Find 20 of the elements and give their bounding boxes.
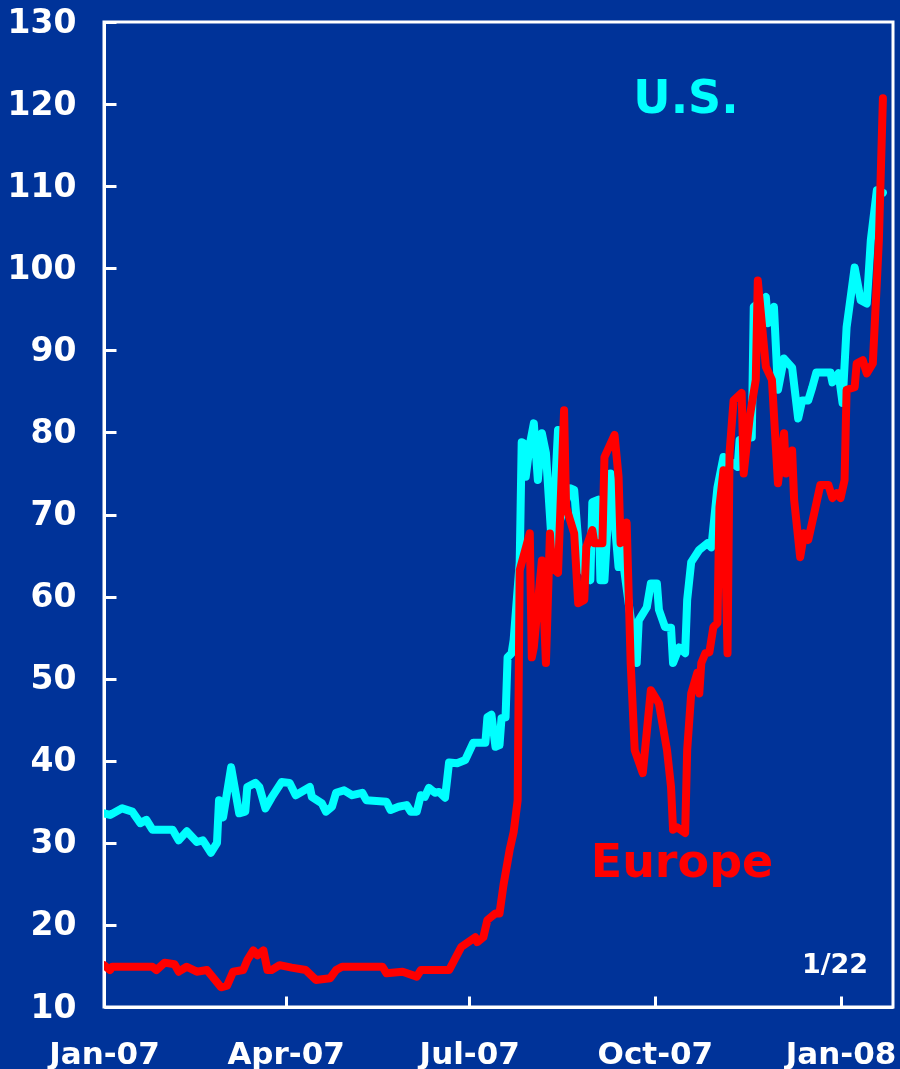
x-tick-label: Jul-07 [417,1034,520,1069]
annotation: 1/22 [801,948,869,979]
series-label: Europe [590,834,774,888]
y-tick-label: 120 [7,83,77,123]
x-tick-label: Jan-07 [47,1034,160,1069]
y-tick-label: 60 [30,576,77,616]
y-tick-label: 10 [30,986,77,1026]
y-tick-label: 30 [30,822,77,862]
y-tick-label: 130 [7,1,77,41]
y-tick-label: 80 [30,411,77,451]
text: U.S. [633,70,739,124]
x-tick-label: Jan-08 [783,1034,897,1069]
y-tick-label: 90 [30,329,77,369]
x-tick-label: Oct-07 [597,1034,714,1069]
y-tick-label: 100 [7,247,77,287]
y-tick-label: 50 [30,658,77,698]
y-tick-label: 40 [30,740,77,780]
y-tick-label: 20 [30,904,77,944]
y-tick-label: 110 [7,165,77,205]
y-tick-label: 70 [30,494,77,533]
